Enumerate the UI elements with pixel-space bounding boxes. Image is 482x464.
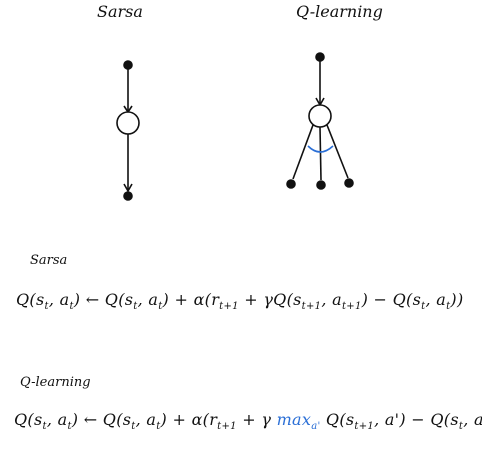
qlearning-equation: Q(st, at) ← Q(st, at) + α(rt+1 + γ maxa'… <box>14 410 482 433</box>
qlearning-next-node-mid <box>316 180 326 190</box>
qlearning-title: Q-learning <box>296 2 383 21</box>
qlearning-next-node-left <box>286 179 296 189</box>
sarsa-state-node <box>123 60 133 70</box>
sarsa-section-label: Sarsa <box>30 253 68 268</box>
qlearning-backup-diagram <box>286 52 354 190</box>
sarsa-equation: Q(st, at) ← Q(st, at) + α(rt+1 + γQ(st+1… <box>16 290 464 313</box>
max-arc <box>307 145 334 153</box>
qlearning-section-label: Q-learning <box>20 375 91 390</box>
max-operator: maxa' <box>276 410 321 433</box>
sarsa-next-node <box>123 191 133 201</box>
qlearning-state-node <box>315 52 325 62</box>
sarsa-title: Sarsa <box>97 2 143 21</box>
sarsa-action-node <box>116 111 140 135</box>
qlearning-action-node <box>308 104 332 128</box>
qlearning-next-node-right <box>344 178 354 188</box>
sarsa-backup-diagram <box>116 60 140 201</box>
